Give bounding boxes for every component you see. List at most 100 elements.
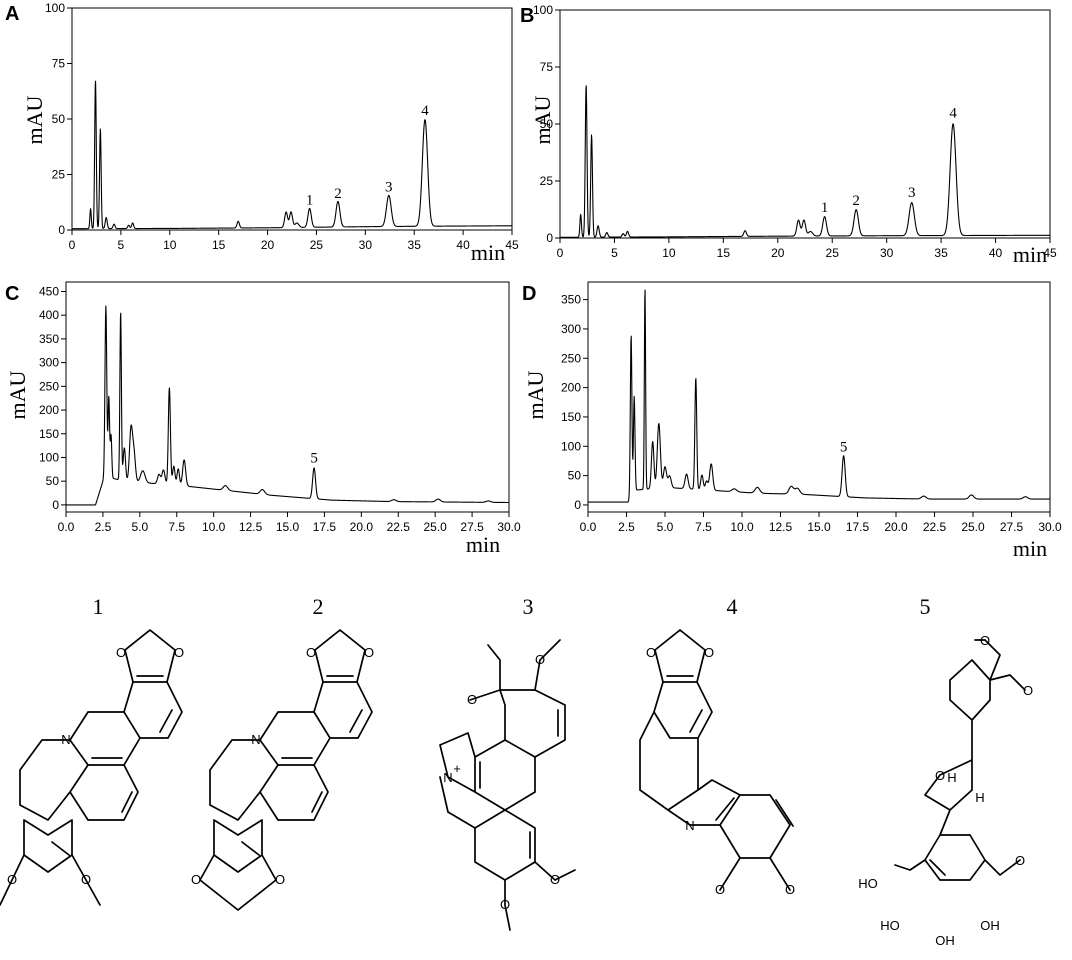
y-tick-label: 250 <box>39 379 59 393</box>
compound-5-OH-label-1: OH <box>935 933 955 948</box>
x-tick-label: 35 <box>934 246 948 260</box>
x-tick-label: 27.5 <box>460 520 484 534</box>
y-tick-label: 150 <box>561 410 581 424</box>
y-axis-title: mAU <box>22 95 47 144</box>
y-tick-label: 100 <box>45 1 65 15</box>
compound-3-number: 3 <box>523 594 534 619</box>
y-tick-label: 50 <box>540 117 554 131</box>
compound-3-methoxy-oxygen-4: O <box>550 872 560 887</box>
x-tick-label: 22.5 <box>387 520 411 534</box>
panel-b: B 0 5 10 15 20 25 30 35 40 45 0 25 50 75 100 mAU min 1 2 3 4 <box>520 3 1057 267</box>
compound-5-OH-label-2: OH <box>980 918 1000 933</box>
x-tick-label: 30.0 <box>497 520 521 534</box>
y-tick-label: 250 <box>561 351 581 365</box>
peak-label-5: 5 <box>310 451 318 467</box>
x-tick-label: 25.0 <box>423 520 447 534</box>
x-tick-label: 40 <box>456 238 470 252</box>
compound-4-ring-oxygen-right: O <box>704 645 714 660</box>
y-tick-label: 75 <box>52 57 66 71</box>
panel-c: C 0.0 2.5 5.0 7.5 10.0 12.5 15.0 17.5 20.0 22.5 25.… <box>5 281 521 557</box>
peak-label-4: 4 <box>421 103 429 119</box>
plot-frame <box>559 9 1051 239</box>
compound-3-methoxy-oxygen-3: O <box>500 897 510 912</box>
compound-5-structure: H H HO HO OH OH O O O O <box>858 633 1033 948</box>
x-tick-label: 30 <box>880 246 894 260</box>
compound-3-methoxy-oxygen-2: O <box>467 692 477 707</box>
y-tick-label: 400 <box>39 308 59 322</box>
x-tick-label: 7.5 <box>168 520 185 534</box>
panel-d: D 0.0 2.5 5.0 7.5 10.0 12.5 15.0 17.5 20.0 22.5 25.… <box>522 281 1062 561</box>
compound-4-methoxy-oxygen-left: O <box>715 882 725 897</box>
x-tick-label: 2.5 <box>618 520 635 534</box>
y-tick-label: 50 <box>46 474 60 488</box>
x-tick-label: 20 <box>261 238 275 252</box>
x-tick-label: 17.5 <box>846 520 870 534</box>
compound-5-methoxy-oxygen-2: O <box>1023 683 1033 698</box>
y-tick-label: 25 <box>52 168 66 182</box>
x-tick-label: 10 <box>662 246 676 260</box>
compound-4-ring-oxygen-left: O <box>646 645 656 660</box>
x-tick-label: 22.5 <box>923 520 947 534</box>
y-tick-label: 50 <box>568 469 582 483</box>
y-axis-title: mAU <box>5 370 30 419</box>
compound-5-methoxy-oxygen-1: O <box>980 633 990 648</box>
y-tick-label: 350 <box>39 332 59 346</box>
y-tick-label: 200 <box>561 381 581 395</box>
x-tick-label: 5 <box>118 238 125 252</box>
x-tick-label: 25.0 <box>961 520 985 534</box>
x-tick-label: 27.5 <box>1000 520 1024 534</box>
compound-1-ring-oxygen-right: O <box>174 645 184 660</box>
y-tick-label: 75 <box>540 60 554 74</box>
peak-label-2: 2 <box>852 193 860 209</box>
x-tick-label: 0 <box>557 246 564 260</box>
y-axis-title: mAU <box>530 95 555 144</box>
x-tick-label: 20.0 <box>884 520 908 534</box>
y-tick-label: 200 <box>39 403 59 417</box>
x-tick-label: 5 <box>611 246 618 260</box>
peak-label-4: 4 <box>949 105 957 121</box>
compound-1-methoxy-oxygen-left: O <box>7 872 17 887</box>
compound-1-number: 1 <box>93 594 104 619</box>
peak-label-1: 1 <box>821 200 829 216</box>
y-tick-label: 0 <box>52 498 59 512</box>
x-tick-label: 45 <box>505 238 519 252</box>
compound-2-bottom-oxygen-left: O <box>191 872 201 887</box>
x-tick-label: 0 <box>69 238 76 252</box>
x-tick-label: 15 <box>717 246 731 260</box>
compound-1-nitrogen: N <box>61 732 70 747</box>
x-tick-label: 5.0 <box>131 520 148 534</box>
compound-4-nitrogen: N <box>685 818 694 833</box>
x-tick-label: 0.0 <box>58 520 75 534</box>
x-tick-label: 20 <box>771 246 785 260</box>
x-tick-label: 40 <box>989 246 1003 260</box>
compound-2-bottom-oxygen-right: O <box>275 872 285 887</box>
peak-label-1: 1 <box>306 193 314 209</box>
peak-label-2: 2 <box>334 186 342 202</box>
compound-3-methoxy-oxygen-1: O <box>535 652 545 667</box>
plot-frame <box>71 7 513 231</box>
compound-2-nitrogen: N <box>251 732 260 747</box>
plot-frame <box>65 281 510 513</box>
peak-label-3: 3 <box>385 179 393 195</box>
panel-letter: B <box>520 5 534 27</box>
compound-5-number: 5 <box>920 594 931 619</box>
x-tick-label: 10 <box>163 238 177 252</box>
plot-frame <box>587 281 1051 513</box>
chromatogram-trace <box>71 80 513 230</box>
peak-label-3: 3 <box>908 185 916 201</box>
compound-5-H-top: H <box>947 770 956 785</box>
compound-3-plus-charge: + <box>453 761 461 776</box>
x-tick-label: 30 <box>359 238 373 252</box>
x-axis-title: min <box>471 240 505 265</box>
panel-letter: A <box>5 3 19 25</box>
y-tick-label: 0 <box>58 223 65 237</box>
compound-number-labels: 1 2 3 4 5 <box>93 594 931 619</box>
x-tick-label: 20.0 <box>350 520 374 534</box>
compound-5-ring-oxygen-1: O <box>935 768 945 783</box>
compound-2-ring-oxygen-right: O <box>364 645 374 660</box>
y-tick-label: 350 <box>561 293 581 307</box>
compound-1-methoxy-oxygen-right: O <box>81 872 91 887</box>
compound-4-methoxy-oxygen-right: O <box>785 882 795 897</box>
